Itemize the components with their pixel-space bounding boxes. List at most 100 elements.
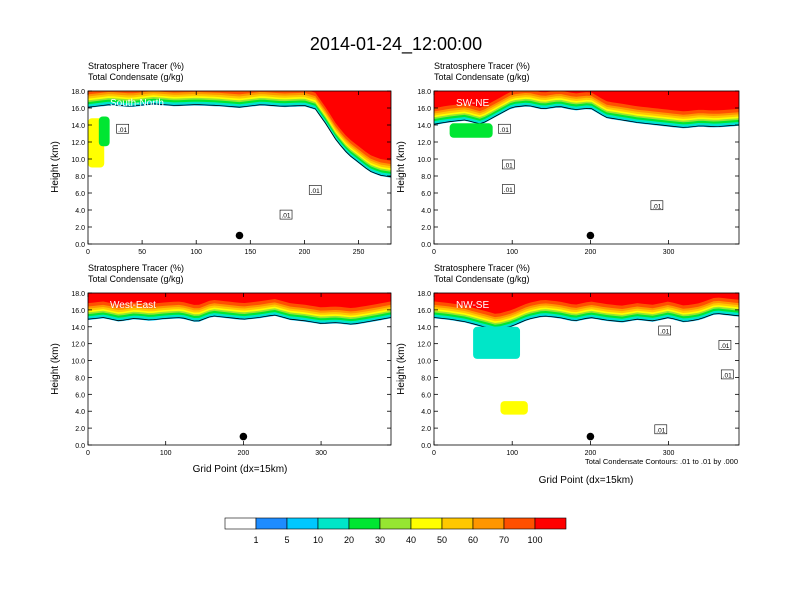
- y-tick-label: 10.0: [71, 359, 85, 366]
- colorbar: 1 5 10 20 30 40 50 60 70 100: [224, 517, 567, 545]
- y-tick-label: 12.0: [71, 342, 85, 349]
- colorbar-swatch: [286, 517, 319, 530]
- panel-1-field: .01 .01 .01 South-North: [88, 91, 391, 244]
- y-tick-label: 6.0: [421, 392, 431, 399]
- colorbar-label: 1: [253, 535, 258, 545]
- contour-label: .01: [652, 203, 661, 210]
- y-tick-label: 14.0: [71, 325, 85, 332]
- location-dot: [235, 231, 244, 240]
- location-dot: [586, 432, 595, 441]
- tracer-feature-2: [98, 116, 110, 147]
- y-tick-label: 12.0: [417, 342, 431, 349]
- contour-label: .01: [500, 127, 509, 134]
- x-tick-label: 300: [663, 450, 675, 457]
- panel-label: West-East: [110, 300, 156, 311]
- x-tick-label: 0: [432, 450, 436, 457]
- colorbar-swatch: [472, 517, 505, 530]
- contour-label: .01: [504, 187, 513, 194]
- y-tick-label: 0.0: [421, 242, 431, 249]
- y-tick-label: 8.0: [421, 174, 431, 181]
- contour-label-box: [658, 325, 672, 336]
- y-tick-label: 18.0: [71, 89, 85, 96]
- y-axis-label-1: Height (km): [50, 141, 61, 193]
- colorbar-label: 100: [527, 535, 542, 545]
- y-tick-label: 8.0: [75, 174, 85, 181]
- colorbar-label: 50: [437, 535, 447, 545]
- panel-4-field: .01 .01 .01 .01 NW-SE: [434, 293, 739, 445]
- contour-label: .01: [720, 343, 729, 350]
- tracer-band-100: [88, 293, 391, 308]
- x-tick-label: 100: [160, 450, 172, 457]
- condensate-contour: [88, 314, 391, 325]
- contour-label: .01: [282, 213, 291, 220]
- panel-1-header-1: Stratosphere Tracer (%): [88, 61, 184, 71]
- y-tick-label: 10.0: [417, 359, 431, 366]
- location-dot: [586, 231, 595, 240]
- y-tick-label: 14.0: [417, 325, 431, 332]
- panel-3: West-East 0.0 2.0 4.0 6.0 8.0 10.0 12.0 14.0 16.0…: [71, 291, 392, 457]
- x-tick-label: 200: [299, 249, 311, 256]
- tracer-feature-2: [500, 401, 528, 415]
- contour-label-box: [501, 184, 515, 194]
- y-tick-label: 6.0: [421, 191, 431, 198]
- y-tick-label: 18.0: [71, 291, 85, 298]
- y-tick-label: 14.0: [417, 123, 431, 130]
- x-tick-label: 0: [86, 450, 90, 457]
- contour-label-box: [718, 340, 732, 350]
- panel-3-field: West-East: [88, 293, 391, 445]
- condensate-contour: [88, 103, 391, 178]
- condensate-contour: [434, 105, 739, 128]
- y-tick-label: 12.0: [71, 140, 85, 147]
- y-tick-label: 4.0: [75, 409, 85, 416]
- x-tick-label: 200: [238, 450, 250, 457]
- colorbar-swatch: [348, 517, 381, 530]
- y-axis-label-2: Height (km): [396, 141, 407, 193]
- colorbar-swatch: [503, 517, 536, 530]
- panel-1-header-2: Total Condensate (g/kg): [88, 72, 184, 82]
- x-tick-label: 0: [86, 249, 90, 256]
- panel-frame: [433, 90, 740, 245]
- y-axis-label-4: Height (km): [396, 343, 407, 395]
- panel-2: .01 .01 .01 .01 SW-NE 0.0 2.0 4.0 6.0 8.0 10.0 12.0…: [417, 89, 740, 256]
- x-tick-label: 100: [190, 249, 202, 256]
- colorbar-swatch: [255, 517, 288, 530]
- colorbar-swatch: [441, 517, 474, 530]
- colorbar-label: 40: [406, 535, 416, 545]
- y-tick-label: 8.0: [75, 375, 85, 382]
- y-tick-label: 10.0: [71, 157, 85, 164]
- panel-frame: [87, 90, 392, 245]
- contour-label-box: [279, 209, 293, 220]
- x-tick-label: 250: [353, 249, 365, 256]
- contour-label-box: [650, 200, 664, 211]
- y-tick-label: 2.0: [75, 426, 85, 433]
- colorbar-swatch: [317, 517, 350, 530]
- colorbar-label: 30: [375, 535, 385, 545]
- contour-label: .01: [723, 372, 732, 379]
- tracer-feature-1: [473, 326, 521, 359]
- panel-2-field: .01 .01 .01 .01 SW-NE: [434, 91, 739, 244]
- colorbar-label: 60: [468, 535, 478, 545]
- panel-label: NW-SE: [456, 300, 489, 311]
- y-tick-label: 2.0: [75, 225, 85, 232]
- colorbar-label: 20: [344, 535, 354, 545]
- contour-label: .01: [660, 329, 669, 336]
- x-tick-label: 150: [244, 249, 256, 256]
- contour-note: Total Condensate Contours: .01 to .01 by…: [585, 457, 738, 466]
- panel-label: SW-NE: [456, 98, 489, 109]
- contour-label-box: [654, 424, 668, 435]
- contour-label-box: [116, 123, 129, 134]
- y-tick-label: 4.0: [75, 208, 85, 215]
- y-tick-label: 16.0: [417, 106, 431, 113]
- x-axis-label-3: Grid Point (dx=15km): [193, 464, 288, 475]
- x-tick-label: 0: [432, 249, 436, 256]
- contour-label: .01: [504, 162, 513, 169]
- colorbar-swatch: [379, 517, 412, 530]
- location-dot: [239, 432, 248, 441]
- y-tick-label: 2.0: [421, 426, 431, 433]
- panel-4-header-1: Stratosphere Tracer (%): [434, 263, 530, 273]
- y-tick-label: 16.0: [417, 308, 431, 315]
- x-tick-label: 100: [506, 450, 518, 457]
- colorbar-swatch: [410, 517, 443, 530]
- panel-2-header-2: Total Condensate (g/kg): [434, 72, 530, 82]
- y-tick-label: 8.0: [421, 375, 431, 382]
